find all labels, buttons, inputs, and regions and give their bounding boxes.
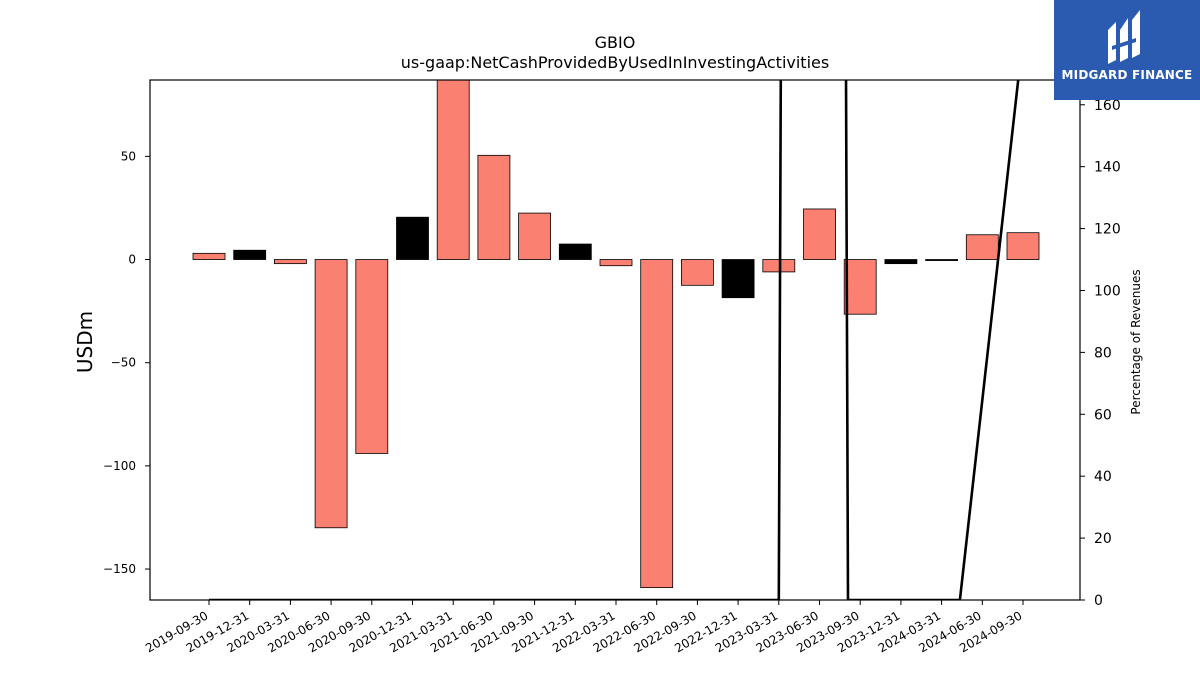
bar-2021-09-30 bbox=[518, 212, 551, 260]
brand-name: MIDGARD FINANCE bbox=[1061, 68, 1193, 82]
bar-2020-06-30 bbox=[314, 259, 348, 529]
bar-2019-12-31 bbox=[233, 249, 267, 260]
bar-2022-12-31 bbox=[721, 259, 755, 299]
bar-2020-12-31 bbox=[396, 216, 429, 260]
y2-tick-label: 0 bbox=[1094, 593, 1103, 609]
y-tick-label: 0 bbox=[128, 253, 136, 267]
y2-tick-label: 160 bbox=[1094, 98, 1121, 114]
bar-2022-09-30 bbox=[681, 259, 714, 286]
y2-tick-label: 60 bbox=[1094, 407, 1112, 423]
bar-2022-06-30 bbox=[640, 259, 674, 589]
bar-2024-06-30 bbox=[965, 234, 999, 260]
y-axis-right: 0 20 40 60 80 100 120 140 160 bbox=[1080, 98, 1121, 609]
y-tick-label: −100 bbox=[103, 459, 136, 473]
y-tick-label: −50 bbox=[111, 356, 136, 370]
bar-2024-09-30 bbox=[1006, 232, 1040, 260]
bar-2022-03-31 bbox=[599, 259, 633, 267]
chart-subtitle: us-gaap:NetCashProvidedByUsedInInvesting… bbox=[401, 53, 829, 72]
bar-2019-09-30 bbox=[192, 252, 226, 260]
y2-tick-label: 80 bbox=[1094, 345, 1112, 361]
chart-title: GBIO bbox=[595, 33, 636, 52]
y2-tick-label: 140 bbox=[1094, 160, 1121, 176]
bar-2023-09-30 bbox=[843, 259, 877, 315]
bar-series bbox=[192, 80, 1040, 589]
y-axis-left: −150 −100 −50 0 50 bbox=[103, 149, 150, 576]
y-axis-label: USDm bbox=[73, 311, 97, 373]
y2-axis-label: Percentage of Revenues bbox=[1129, 269, 1143, 414]
y2-tick-label: 20 bbox=[1094, 531, 1112, 547]
midgard-logo-icon bbox=[1108, 10, 1140, 64]
y2-tick-label: 100 bbox=[1094, 283, 1121, 299]
bar-2021-03-31 bbox=[436, 80, 470, 260]
brand-logo: MIDGARD FINANCE bbox=[1054, 0, 1200, 100]
bar-2021-06-30 bbox=[477, 154, 511, 260]
bar-2023-06-30 bbox=[803, 208, 836, 260]
bar-2023-12-31 bbox=[884, 259, 918, 265]
y-tick-label: 50 bbox=[121, 149, 136, 163]
bar-2024-03-31 bbox=[925, 259, 958, 261]
bar-2020-03-31 bbox=[273, 259, 307, 265]
x-axis: 2019-09-302019-12-312020-03-312020-06-30… bbox=[143, 600, 1025, 655]
bar-2020-09-30 bbox=[355, 259, 389, 454]
plot-frame bbox=[149, 79, 1081, 601]
bar-2021-12-31 bbox=[558, 243, 592, 260]
y-tick-label: −150 bbox=[103, 562, 136, 576]
y2-tick-label: 120 bbox=[1094, 222, 1121, 238]
y2-tick-label: 40 bbox=[1094, 469, 1112, 485]
